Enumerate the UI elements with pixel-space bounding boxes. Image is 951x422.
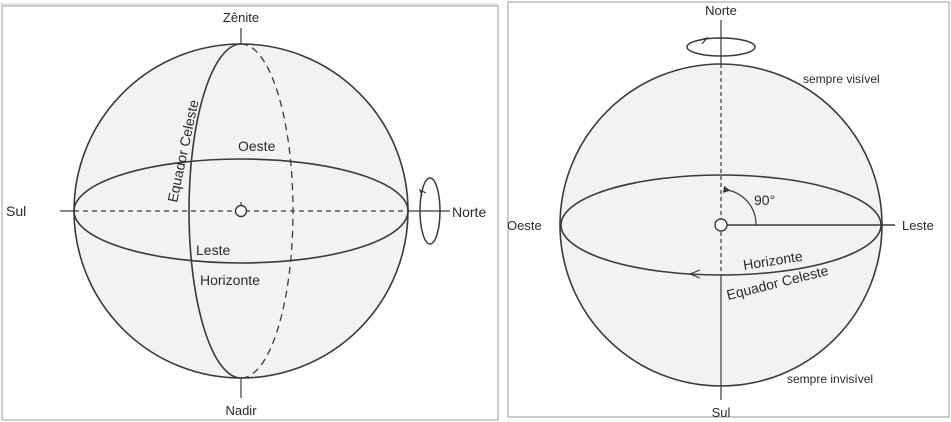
right-rotation-indicator	[686, 37, 756, 57]
right-equator-arrow-icon	[688, 269, 701, 279]
left-horizon-label: Horizonte	[200, 272, 260, 288]
right-angle-label: 90°	[754, 192, 775, 208]
right-angle-arc	[722, 185, 757, 226]
right-east-label: Leste	[902, 218, 934, 233]
left-zenith-label: Zênite	[223, 10, 259, 25]
left-north-label: Norte	[452, 204, 486, 220]
right-panel-border	[507, 1, 950, 418]
left-west-label: Oeste	[238, 138, 276, 154]
right-always-invisible-label: sempre invisível	[787, 372, 873, 386]
left-observer-marker	[234, 204, 248, 218]
left-rotation-indicator	[419, 177, 441, 245]
left-east-label: Leste	[196, 242, 230, 258]
right-always-visible-label: sempre visível	[803, 72, 880, 86]
right-north-label: Norte	[705, 3, 737, 18]
left-equator-front	[188, 43, 242, 379]
left-rotation-arrow-icon	[418, 188, 427, 197]
left-panel-border	[1, 5, 499, 421]
left-panel: Zênite Nadir Sul Norte Oeste Leste Horiz…	[0, 3, 499, 421]
left-south-label: Sul	[6, 203, 26, 219]
right-observer-marker	[714, 218, 728, 232]
right-rotation-arrow-icon	[699, 36, 709, 45]
right-south-label: Sul	[712, 405, 731, 420]
left-nadir-label: Nadir	[225, 403, 257, 418]
right-west-label: Oeste	[507, 218, 542, 233]
right-panel: Norte Sul Oeste Leste sempre visível sem…	[507, 1, 950, 420]
